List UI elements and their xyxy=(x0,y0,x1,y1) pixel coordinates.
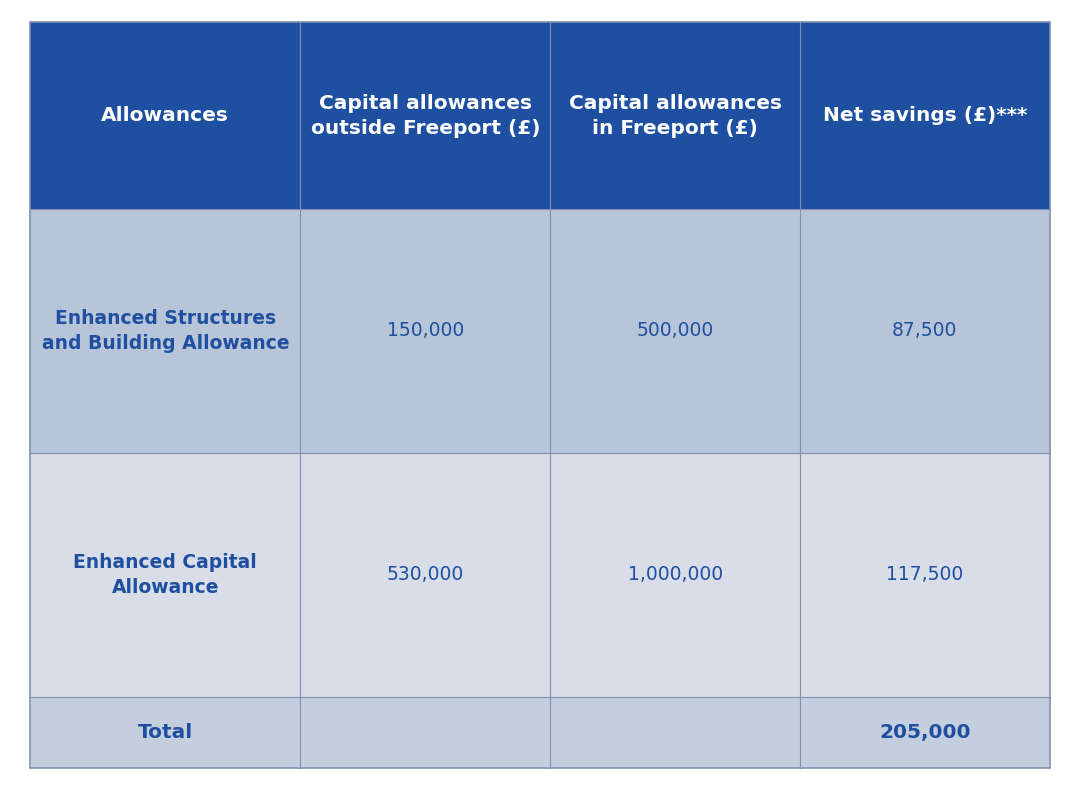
Bar xyxy=(550,697,800,768)
Bar xyxy=(30,697,300,768)
Bar xyxy=(550,209,800,453)
Bar xyxy=(30,209,300,453)
Bar xyxy=(300,453,550,697)
Text: 150,000: 150,000 xyxy=(387,322,464,340)
Bar xyxy=(800,22,1050,209)
Text: 500,000: 500,000 xyxy=(636,322,714,340)
Bar xyxy=(30,453,300,697)
Bar xyxy=(550,22,800,209)
Text: 1,000,000: 1,000,000 xyxy=(627,566,723,585)
Text: Allowances: Allowances xyxy=(102,106,229,125)
Bar xyxy=(800,453,1050,697)
Bar xyxy=(30,22,300,209)
Bar xyxy=(300,697,550,768)
Text: Capital allowances
in Freeport (£): Capital allowances in Freeport (£) xyxy=(568,93,782,137)
Text: Net savings (£)***: Net savings (£)*** xyxy=(823,106,1027,125)
Bar xyxy=(800,209,1050,453)
Text: 87,500: 87,500 xyxy=(892,322,958,340)
Text: 117,500: 117,500 xyxy=(887,566,963,585)
Text: Capital allowances
outside Freeport (£): Capital allowances outside Freeport (£) xyxy=(311,93,540,137)
Text: Enhanced Capital
Allowance: Enhanced Capital Allowance xyxy=(73,553,257,597)
Text: Total: Total xyxy=(138,723,193,742)
Bar xyxy=(300,22,550,209)
Text: Enhanced Structures
and Building Allowance: Enhanced Structures and Building Allowan… xyxy=(41,309,289,353)
Bar xyxy=(300,209,550,453)
Text: 530,000: 530,000 xyxy=(387,566,464,585)
Bar xyxy=(800,697,1050,768)
Bar xyxy=(550,453,800,697)
Text: 205,000: 205,000 xyxy=(879,723,971,742)
